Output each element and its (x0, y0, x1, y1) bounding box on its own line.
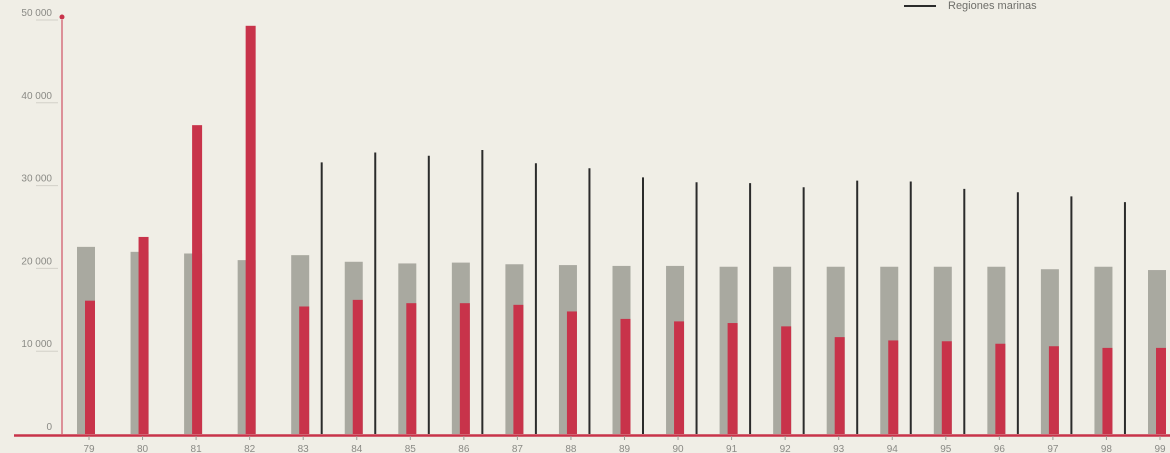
category-group (880, 181, 912, 434)
category-group (666, 182, 698, 434)
category-group (344, 152, 377, 434)
x-tick-label: 91 (726, 444, 738, 453)
category-group (184, 125, 203, 434)
category-group (719, 183, 752, 434)
legend-label: Regiones marinas (948, 0, 1037, 12)
bar-red (1102, 347, 1113, 434)
y-axis: 0 10 000 20 000 30 000 40 000 50 000 (21, 8, 65, 434)
x-tick-label: 99 (1154, 444, 1166, 453)
bar-red (566, 311, 577, 434)
bar-red (834, 337, 845, 434)
y-axis-top-marker (59, 14, 65, 20)
y-tick-label: 20 000 (21, 256, 52, 267)
legend: Regiones marinas (904, 0, 1037, 12)
x-tick-label: 79 (83, 444, 95, 453)
bar-red (674, 321, 685, 434)
bar-red (85, 300, 95, 434)
x-tick-label: 88 (565, 444, 577, 453)
x-tick-label: 95 (940, 444, 952, 453)
category-group (987, 192, 1019, 434)
bar-red (352, 299, 363, 434)
x-tick-label: 86 (458, 444, 470, 453)
y-tick-label: 0 (46, 422, 52, 433)
x-axis: 79 80 81 82 83 84 85 86 87 88 89 90 91 92 93 94 95 96 97 98… (14, 434, 1170, 453)
category-group (398, 155, 430, 434)
bar-red (781, 326, 792, 434)
bar-red (888, 340, 899, 434)
x-tick-label: 98 (1101, 444, 1113, 453)
category-group (1148, 270, 1166, 434)
bars (77, 25, 1166, 435)
bar-red (727, 323, 738, 434)
x-tick-label: 84 (351, 444, 363, 453)
y-tick-label: 10 000 (21, 339, 52, 350)
category-group (130, 236, 149, 434)
bar-red (459, 303, 470, 434)
bar-red (1048, 346, 1059, 434)
category-group (773, 187, 805, 434)
x-tick-label: 87 (512, 444, 524, 453)
category-group (505, 163, 537, 434)
category-group (451, 149, 484, 434)
bar-red (299, 306, 310, 434)
grid-lines (36, 19, 58, 352)
bar-red (245, 25, 256, 435)
bar-red (1156, 347, 1166, 434)
x-tick-label: 94 (887, 444, 899, 453)
category-group (612, 177, 644, 434)
bar-red (192, 125, 203, 434)
x-tick-label: 80 (137, 444, 149, 453)
x-tick-label: 81 (191, 444, 203, 453)
x-tick-label: 93 (833, 444, 845, 453)
x-tick-label: 96 (994, 444, 1006, 453)
y-tick-label: 50 000 (21, 8, 52, 19)
x-tick-label: 97 (1047, 444, 1059, 453)
x-tick-label: 90 (672, 444, 684, 453)
bar-red (995, 343, 1006, 434)
y-tick-label: 40 000 (21, 91, 52, 102)
category-group (933, 188, 966, 434)
bar-red (620, 318, 631, 434)
bar-red (406, 303, 417, 434)
x-tick-label: 82 (244, 444, 256, 453)
x-tick-label: 92 (780, 444, 792, 453)
x-tick-label: 83 (298, 444, 310, 453)
x-tick-label: 89 (619, 444, 631, 453)
category-group (237, 25, 256, 435)
bar-red (513, 304, 524, 434)
category-group (1094, 202, 1126, 434)
category-group (1040, 196, 1073, 434)
category-group (291, 162, 323, 434)
category-group (77, 246, 95, 434)
category-group (826, 180, 859, 434)
bar-red (138, 236, 149, 434)
bar-red (941, 341, 952, 434)
x-tick-label: 85 (405, 444, 417, 453)
y-tick-label: 30 000 (21, 174, 52, 185)
category-group (558, 168, 591, 434)
